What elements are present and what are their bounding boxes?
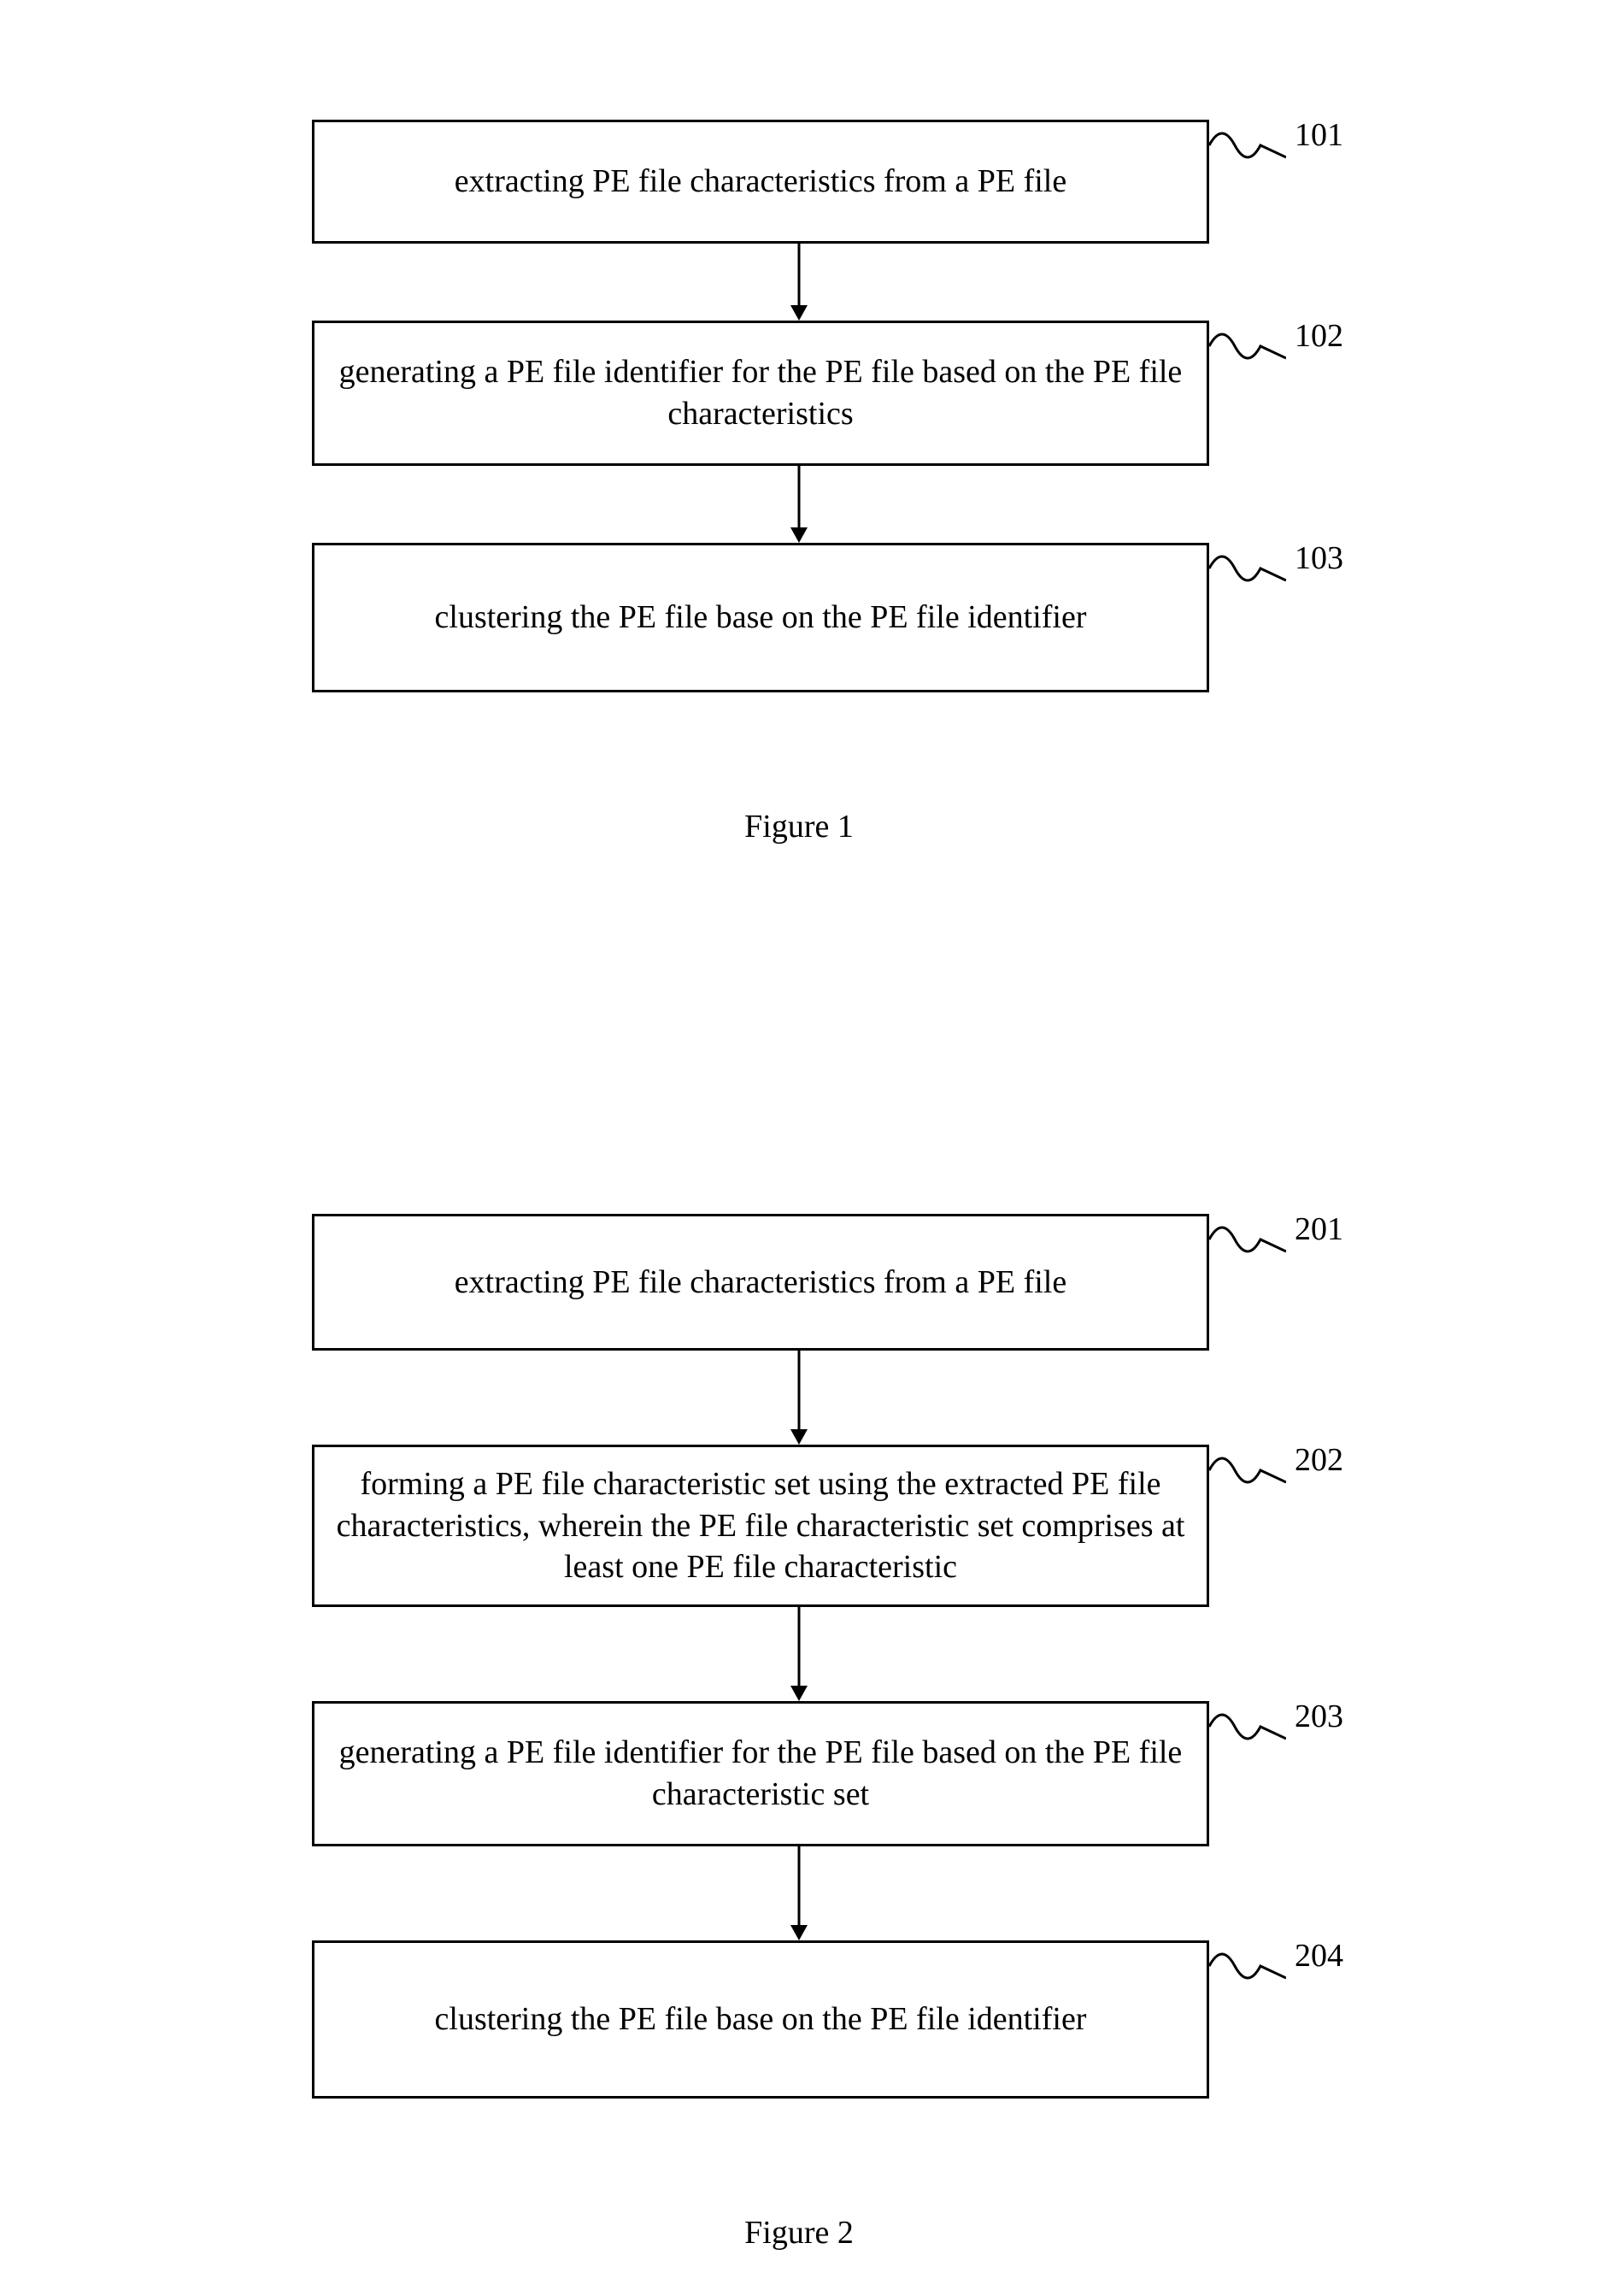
ref-label: 101 (1295, 116, 1343, 154)
flow-row: generating a PE file identifier for the … (312, 321, 1286, 466)
flow-box-text: generating a PE file identifier for the … (326, 351, 1195, 434)
flow-row: generating a PE file identifier for the … (312, 1701, 1286, 1846)
flow-box-103: clustering the PE file base on the PE fi… (312, 543, 1209, 692)
ref-label: 103 (1295, 539, 1343, 577)
figure-caption: Figure 1 (744, 808, 854, 845)
ref-col: 102 (1209, 321, 1286, 360)
ref-col: 103 (1209, 543, 1286, 582)
flow-row: extracting PE file characteristics from … (312, 120, 1286, 244)
ref-col: 204 (1209, 1940, 1286, 1980)
flow-box-text: clustering the PE file base on the PE fi… (435, 1999, 1087, 2040)
squiggle-icon (1209, 1445, 1286, 1484)
squiggle-icon (1209, 543, 1286, 582)
flow-row: forming a PE file characteristic set usi… (312, 1445, 1286, 1607)
flow-box-text: forming a PE file characteristic set usi… (326, 1463, 1195, 1588)
figure-1: extracting PE file characteristics from … (312, 120, 1286, 845)
flow-box-102: generating a PE file identifier for the … (312, 321, 1209, 466)
figure-caption: Figure 2 (744, 2214, 854, 2252)
flow-row: extracting PE file characteristics from … (312, 1214, 1286, 1351)
squiggle-icon (1209, 1940, 1286, 1980)
ref-col: 201 (1209, 1214, 1286, 1253)
ref-label: 102 (1295, 317, 1343, 355)
page: extracting PE file characteristics from … (0, 0, 1598, 2296)
ref-col: 203 (1209, 1701, 1286, 1740)
arrow-down-icon (786, 466, 812, 543)
squiggle-icon (1209, 1214, 1286, 1253)
arrow-down-icon (786, 244, 812, 321)
squiggle-icon (1209, 1701, 1286, 1740)
flow-box-text: clustering the PE file base on the PE fi… (435, 597, 1087, 639)
ref-label: 202 (1295, 1441, 1343, 1479)
ref-col: 101 (1209, 120, 1286, 159)
flow-box-text: extracting PE file characteristics from … (455, 1262, 1066, 1304)
flow-box-204: clustering the PE file base on the PE fi… (312, 1940, 1209, 2099)
ref-label: 204 (1295, 1937, 1343, 1975)
flow-box-202: forming a PE file characteristic set usi… (312, 1445, 1209, 1607)
flow-row: clustering the PE file base on the PE fi… (312, 1940, 1286, 2099)
figure-2: extracting PE file characteristics from … (312, 1214, 1286, 2252)
squiggle-icon (1209, 321, 1286, 360)
arrow-down-icon (786, 1607, 812, 1701)
squiggle-icon (1209, 120, 1286, 159)
flow-box-text: extracting PE file characteristics from … (455, 161, 1066, 203)
flow-box-203: generating a PE file identifier for the … (312, 1701, 1209, 1846)
arrow-down-icon (786, 1846, 812, 1940)
ref-col: 202 (1209, 1445, 1286, 1484)
flow-row: clustering the PE file base on the PE fi… (312, 543, 1286, 692)
ref-label: 203 (1295, 1698, 1343, 1735)
flow-box-101: extracting PE file characteristics from … (312, 120, 1209, 244)
flow-box-201: extracting PE file characteristics from … (312, 1214, 1209, 1351)
ref-label: 201 (1295, 1210, 1343, 1248)
arrow-down-icon (786, 1351, 812, 1445)
flow-box-text: generating a PE file identifier for the … (326, 1732, 1195, 1815)
